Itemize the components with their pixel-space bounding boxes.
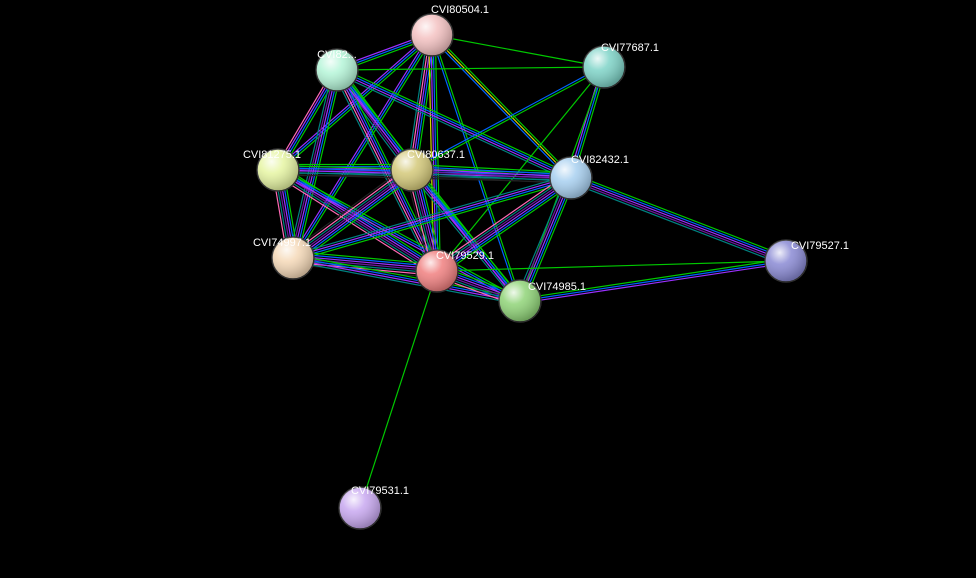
edge [338, 67, 572, 175]
edge [337, 71, 571, 179]
edge [430, 37, 569, 180]
edge [337, 69, 571, 177]
network-node[interactable] [272, 237, 314, 279]
edge [337, 67, 604, 70]
edge [292, 168, 411, 256]
network-node[interactable] [391, 149, 433, 191]
network-node[interactable] [257, 149, 299, 191]
edge [569, 182, 784, 265]
network-diagram [0, 0, 976, 578]
network-node[interactable] [765, 240, 807, 282]
edge [360, 271, 437, 508]
network-node[interactable] [416, 250, 458, 292]
edge [573, 174, 788, 257]
network-node[interactable] [499, 280, 541, 322]
network-node[interactable] [411, 14, 453, 56]
edges-layer [273, 33, 788, 508]
network-node[interactable] [550, 157, 592, 199]
edge [411, 66, 603, 169]
edge [520, 263, 786, 303]
network-node[interactable] [316, 49, 358, 91]
edge [570, 180, 785, 263]
edge [571, 178, 786, 261]
network-node[interactable] [583, 46, 625, 88]
network-node[interactable] [339, 487, 381, 529]
edge [572, 176, 787, 259]
